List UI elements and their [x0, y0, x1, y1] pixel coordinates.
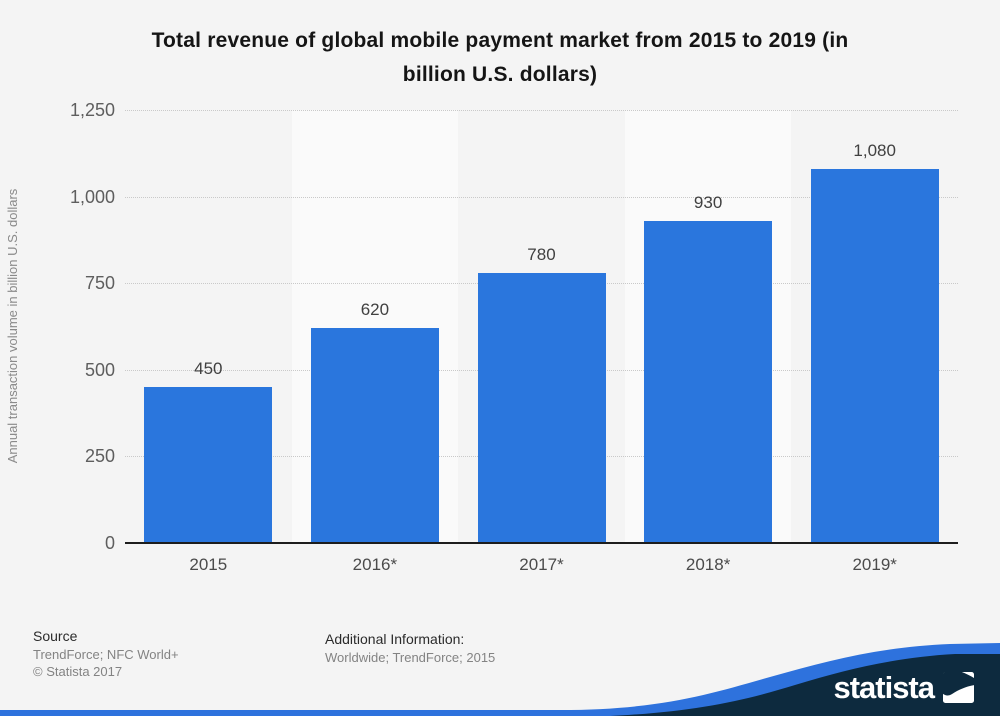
x-axis-tick: 2018* — [685, 555, 731, 574]
y-axis-tick: 1,250 — [69, 100, 115, 120]
y-axis-ticks: 1,250 1,000 750 500 250 0 — [0, 100, 115, 553]
x-axis-tick: 2019* — [852, 555, 897, 574]
statista-wave-decoration — [0, 643, 1000, 716]
y-axis-tick: 1,000 — [69, 186, 115, 207]
y-axis-tick: 250 — [84, 446, 115, 467]
source-block: Source TrendForce; NFC World+ © Statista… — [33, 628, 179, 680]
statista-logo: statista — [833, 672, 974, 703]
statista-logo-icon — [943, 672, 974, 703]
gridline — [125, 110, 958, 111]
additional-info-heading: Additional Information: — [325, 631, 465, 647]
plot-area: 450 620 780 930 1,080 — [125, 110, 958, 543]
bar — [477, 272, 606, 543]
x-axis-ticks: 2015 2016* 2017* 2018* 2019* — [125, 555, 958, 577]
bar — [810, 168, 939, 543]
x-axis-tick: 2015 — [189, 555, 228, 574]
x-axis-tick: 2016* — [352, 555, 398, 574]
bar-value-label: 620 — [360, 300, 390, 320]
additional-info-line: Worldwide; TrendForce; 2015 — [325, 650, 496, 665]
bar-value-label: 930 — [693, 192, 723, 212]
bar — [310, 328, 439, 543]
bar-value-label: 450 — [194, 359, 223, 379]
x-axis-line — [125, 542, 958, 544]
y-axis-tick: 500 — [84, 359, 115, 380]
bar-value-label: 1,080 — [853, 140, 896, 160]
bar — [144, 387, 273, 543]
bar — [644, 220, 773, 543]
source-line: TrendForce; NFC World+ — [33, 647, 179, 662]
wave-navy-shape — [610, 654, 1000, 716]
statista-wordmark: statista — [833, 670, 935, 705]
x-axis-tick: 2017* — [519, 555, 564, 574]
chart-title: Total revenue of global mobile payment m… — [151, 29, 849, 86]
gridline — [125, 196, 958, 198]
y-axis-tick: 750 — [84, 273, 115, 294]
additional-info-block: Additional Information: Worldwide; Trend… — [325, 631, 495, 666]
source-heading: Source — [33, 628, 78, 644]
y-axis-tick: 0 — [104, 533, 115, 553]
copyright-line: © Statista 2017 — [33, 664, 123, 679]
bar-value-label: 780 — [527, 244, 556, 264]
